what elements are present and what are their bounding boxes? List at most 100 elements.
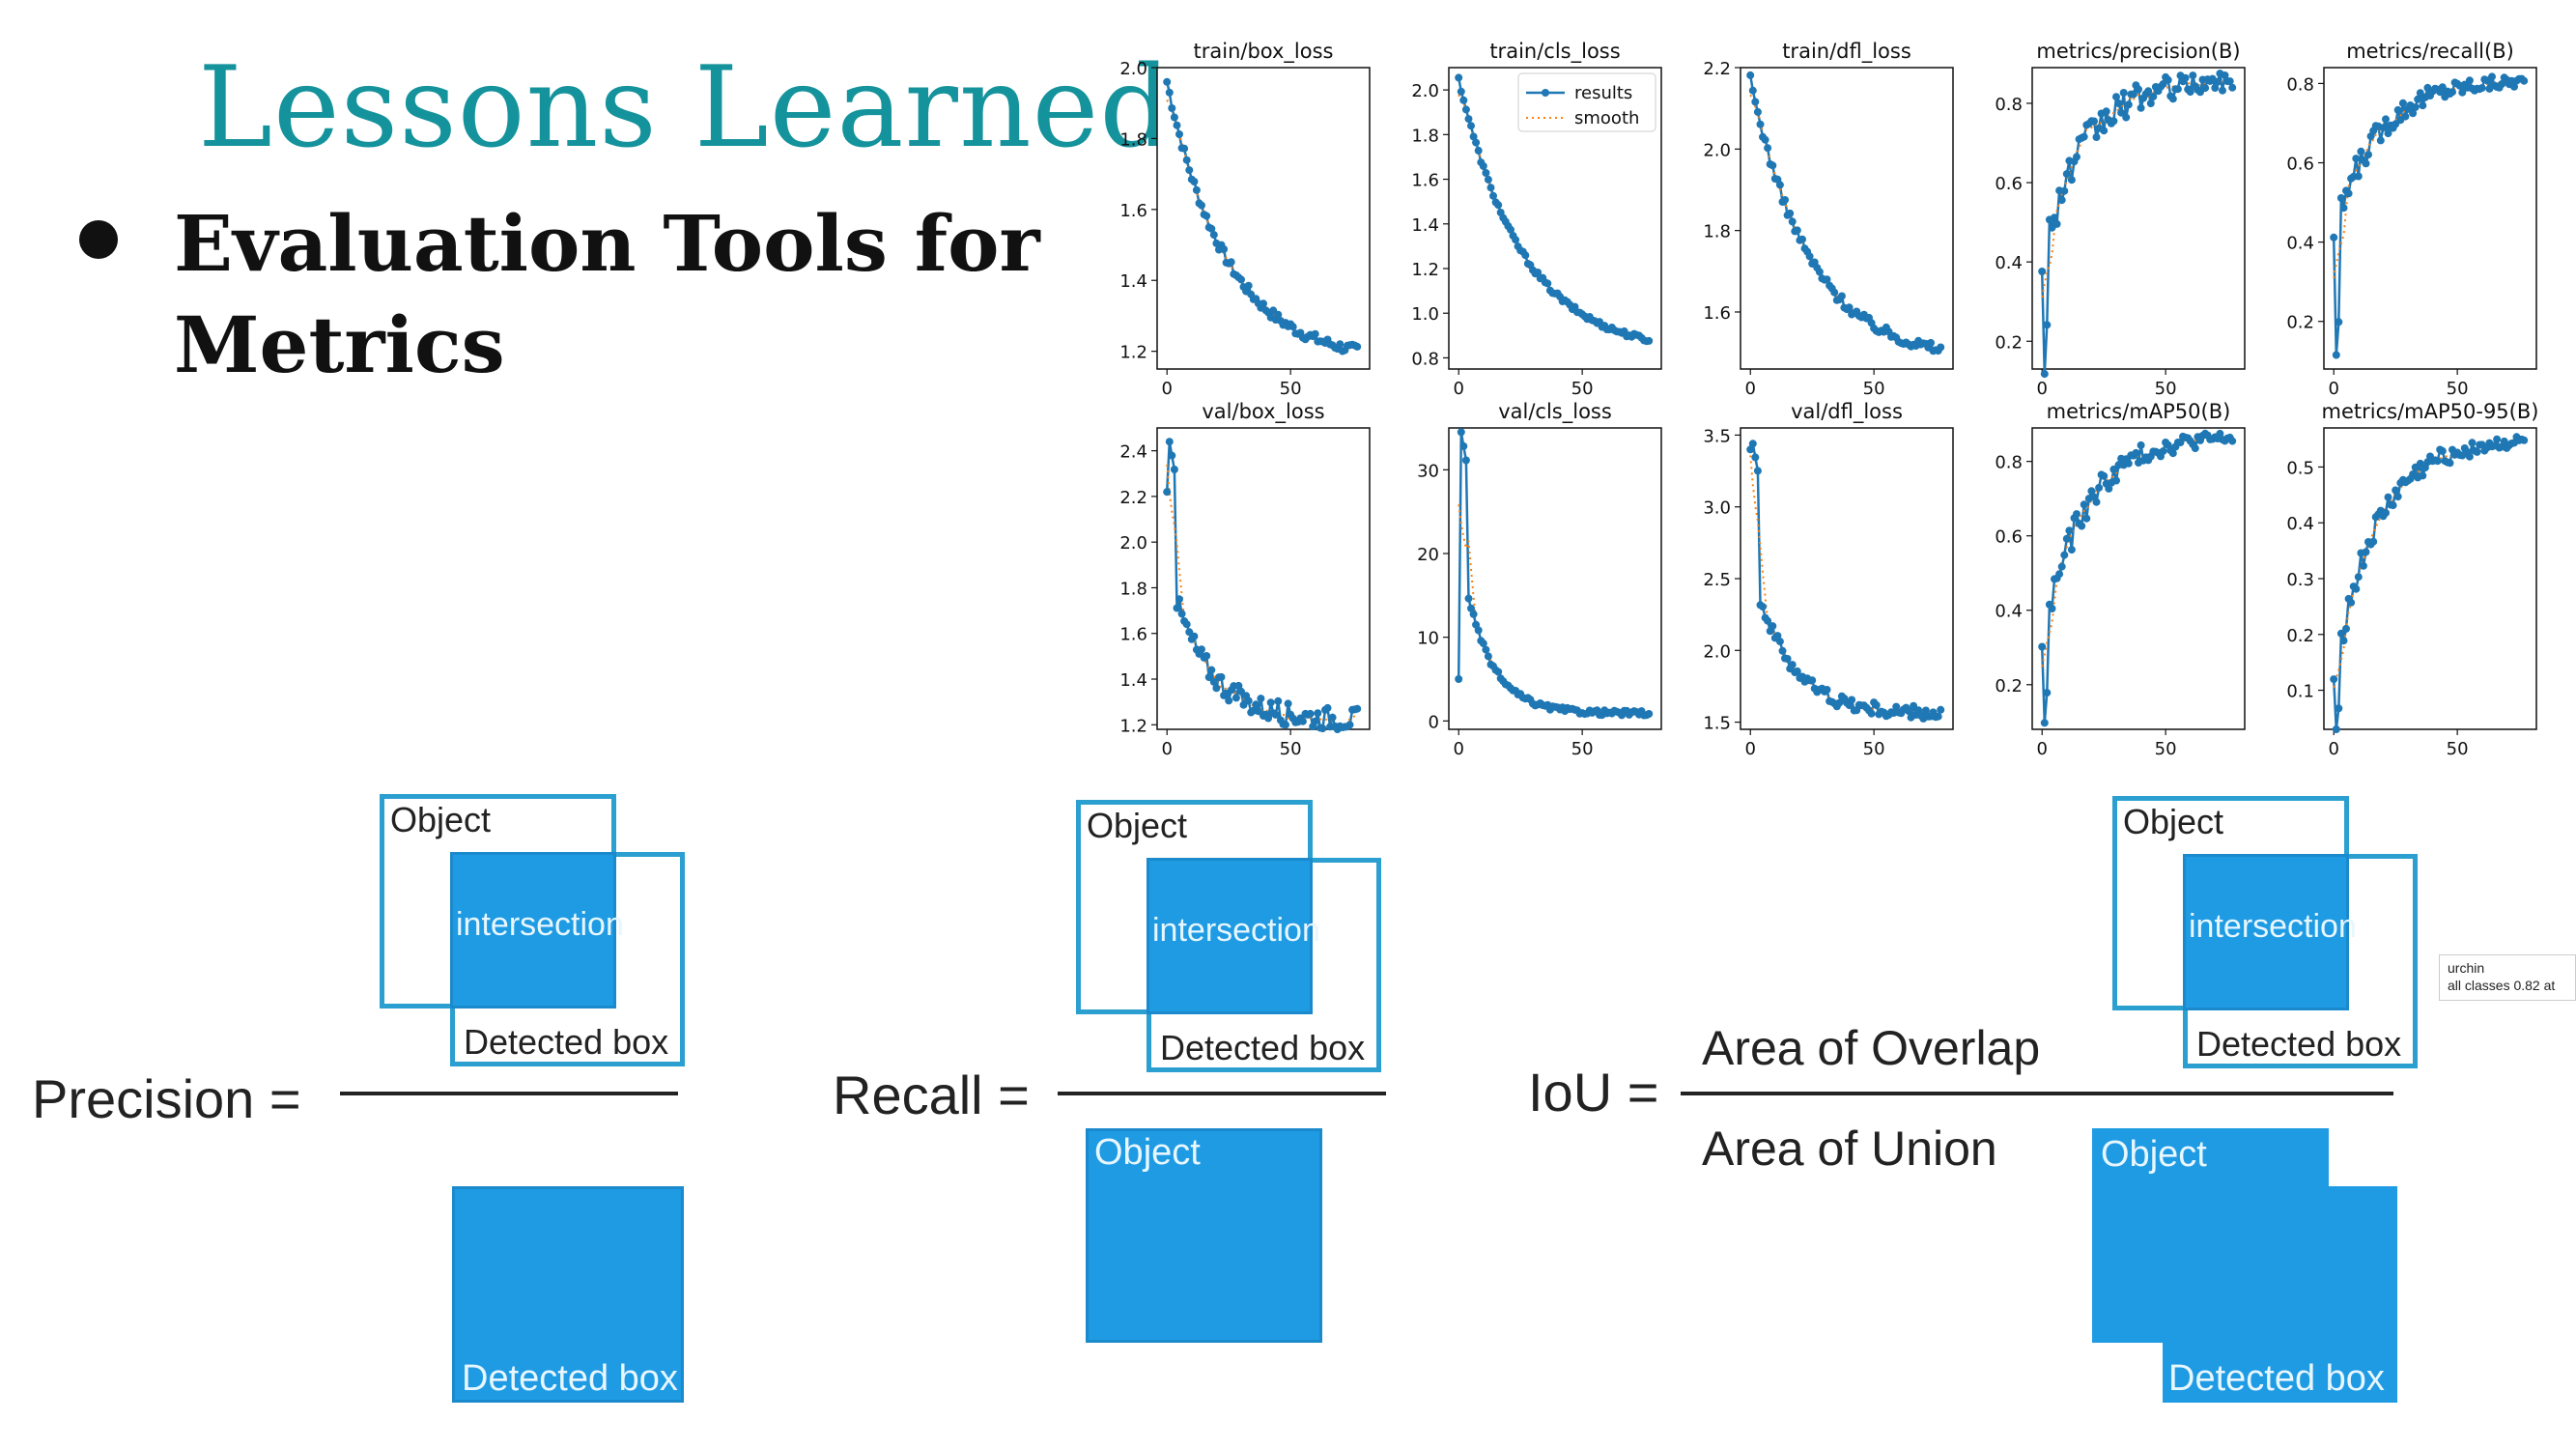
- chart-val-dfl-loss-ytick-label: 2.5: [1703, 570, 1731, 590]
- chart-metrics-map50-95-b--point: [2382, 508, 2390, 517]
- chart-metrics-map50-b--point: [2092, 497, 2101, 506]
- recall-object-label: Object: [1087, 806, 1188, 845]
- chart-train-box-loss-xtick-label: 0: [1162, 379, 1173, 399]
- recall-intersection-label: intersection: [1152, 912, 1320, 949]
- chart-train-box-loss-ytick-label: 2.0: [1119, 59, 1147, 79]
- chart-train-cls-loss-point: [1512, 236, 1520, 244]
- chart-train-dfl-loss-frame: [1740, 67, 1954, 370]
- iou-union-detected-box: [2163, 1186, 2397, 1403]
- chart-metrics-map50-b--point: [2055, 570, 2064, 579]
- chart-train-cls-loss-point: [1457, 87, 1465, 96]
- chart-metrics-precision-b--ytick-label: 0.8: [1995, 95, 2023, 115]
- chart-metrics-recall-b--ytick-label: 0.4: [2286, 234, 2314, 254]
- chart-metrics-precision-b--point: [2109, 117, 2118, 126]
- chart-val-box-loss-point: [1244, 696, 1253, 705]
- chart-metrics-precision-b--point: [2102, 107, 2110, 116]
- chart-val-dfl-loss-point: [1905, 707, 1912, 716]
- chart-val-cls-loss-point: [1482, 645, 1490, 654]
- chart-metrics-precision-b--point: [2228, 83, 2237, 92]
- chart-metrics-precision-b--point: [2225, 77, 2234, 86]
- chart-train-cls-loss-ytick-label: 1.6: [1411, 171, 1439, 191]
- chart-val-box-loss-xtick-label: 50: [1280, 739, 1302, 759]
- chart-metrics-precision-b--point: [2129, 90, 2137, 99]
- chart-train-dfl-loss-point: [1775, 181, 1784, 189]
- chart-train-dfl-loss-point: [1764, 144, 1772, 153]
- chart-train-box-loss-point: [1190, 178, 1199, 185]
- chart-val-box-loss-point: [1314, 709, 1322, 718]
- chart-metrics-map50-95-b--point: [2359, 561, 2367, 570]
- chart-metrics-recall-b--point: [2465, 76, 2474, 85]
- chart-metrics-recall-b--point: [2409, 109, 2418, 118]
- chart-train-cls-loss-title: train/cls_loss: [1489, 40, 1620, 64]
- chart-train-cls-loss-point: [1474, 146, 1483, 155]
- chart-metrics-recall-b--point: [2520, 76, 2529, 85]
- chart-metrics-map50-b--point: [2087, 487, 2096, 496]
- chart-val-dfl-loss-point: [1793, 667, 1801, 675]
- chart-train-cls-loss-ytick-label: 0.8: [1411, 349, 1439, 369]
- chart-val-cls-loss-point: [1479, 639, 1487, 648]
- chart-train-dfl-loss-point: [1845, 303, 1854, 312]
- chart-metrics-precision-b--point: [2146, 99, 2155, 107]
- chart-val-box-loss-point: [1252, 700, 1260, 709]
- chart-val-box-loss-point: [1207, 666, 1216, 674]
- chart-val-cls-loss-ytick-label: 20: [1417, 545, 1439, 565]
- chart-val-box-loss-point: [1182, 620, 1191, 629]
- chart-train-dfl-loss-point: [1937, 343, 1945, 352]
- chart-train-dfl-loss-point: [1781, 196, 1789, 204]
- chart-train-cls-loss-legend-smooth-label: smooth: [1574, 108, 1639, 128]
- chart-train-box-loss-ytick-label: 1.2: [1119, 343, 1147, 363]
- bullet-text: Evaluation Tools for Metrics: [174, 193, 1043, 396]
- chart-metrics-precision-b--point: [2144, 87, 2153, 96]
- chart-train-box-loss-ytick-label: 1.8: [1119, 129, 1147, 150]
- chart-metrics-recall-b--point: [2362, 159, 2370, 168]
- chart-train-dfl-loss-point: [1756, 120, 1765, 128]
- chart-val-dfl-loss-point: [1764, 616, 1772, 625]
- chart-metrics-map50-b--point: [2065, 526, 2074, 535]
- chart-val-box-loss-point: [1254, 707, 1262, 716]
- chart-val-cls-loss-point: [1494, 668, 1503, 676]
- chart-metrics-map50-95-b--point: [2335, 704, 2343, 713]
- chart-train-cls-loss-point: [1507, 225, 1514, 234]
- chart-val-box-loss-ytick-label: 1.4: [1119, 670, 1147, 691]
- chart-metrics-map50-95-b--point: [2393, 493, 2402, 501]
- chart-metrics-map50-b--point: [2067, 546, 2076, 554]
- chart-metrics-precision-b--point: [2112, 93, 2120, 101]
- chart-train-dfl-loss-ytick-label: 2.2: [1703, 59, 1731, 79]
- chart-train-dfl-loss-point: [1769, 161, 1777, 170]
- chart-val-box-loss-point: [1353, 704, 1362, 713]
- chart-metrics-precision-b--ytick-label: 0.4: [1995, 253, 2023, 273]
- chart-train-dfl-loss-xtick-label: 50: [1863, 379, 1885, 399]
- chart-val-dfl-loss-point: [1872, 701, 1881, 709]
- chart-train-box-loss-point: [1163, 77, 1172, 86]
- chart-metrics-map50-b--xtick-label: 0: [2037, 739, 2048, 759]
- chart-metrics-map50-95-b--point: [2473, 447, 2481, 456]
- chart-metrics-map50-95-b--point: [2433, 457, 2442, 466]
- chart-val-dfl-loss-point: [1783, 655, 1792, 663]
- chart-val-box-loss-ytick-label: 1.2: [1119, 716, 1147, 736]
- chart-metrics-map50-95-b--point: [2339, 637, 2348, 645]
- chart-metrics-map50-95-b--ytick-label: 0.4: [2286, 514, 2314, 534]
- chart-val-box-loss-point: [1212, 684, 1221, 693]
- chart-val-box-loss-point: [1284, 699, 1292, 708]
- chart-val-cls-loss-point: [1459, 441, 1468, 450]
- tooltip-line-1: urchin: [2448, 960, 2485, 976]
- chart-metrics-precision-b--point: [2122, 113, 2131, 122]
- chart-metrics-map50-95-b--point: [2493, 435, 2502, 443]
- chart-val-box-loss-point: [1198, 645, 1205, 654]
- chart-metrics-recall-b--point: [2419, 101, 2427, 110]
- chart-train-cls-loss-point: [1521, 251, 1530, 260]
- chart-train-dfl-loss-point: [1815, 268, 1824, 276]
- chart-val-box-loss-ytick-label: 2.0: [1119, 533, 1147, 554]
- chart-metrics-precision-b--point: [2114, 99, 2123, 107]
- chart-train-cls-loss-ytick-label: 1.8: [1411, 126, 1439, 146]
- chart-train-box-loss-point: [1203, 212, 1211, 220]
- chart-metrics-precision-b--point: [2201, 84, 2210, 93]
- chart-val-dfl-loss-ytick-label: 3.0: [1703, 498, 1731, 519]
- chart-val-box-loss-point: [1168, 451, 1176, 460]
- chart-val-box-loss-point: [1203, 652, 1211, 660]
- chart-metrics-recall-b--point: [2330, 233, 2338, 242]
- precision-denominator-box: [452, 1186, 684, 1403]
- chart-metrics-precision-b--point: [2137, 103, 2145, 112]
- chart-train-cls-loss-point: [1543, 279, 1552, 288]
- chart-metrics-map50-b--point: [2109, 465, 2118, 473]
